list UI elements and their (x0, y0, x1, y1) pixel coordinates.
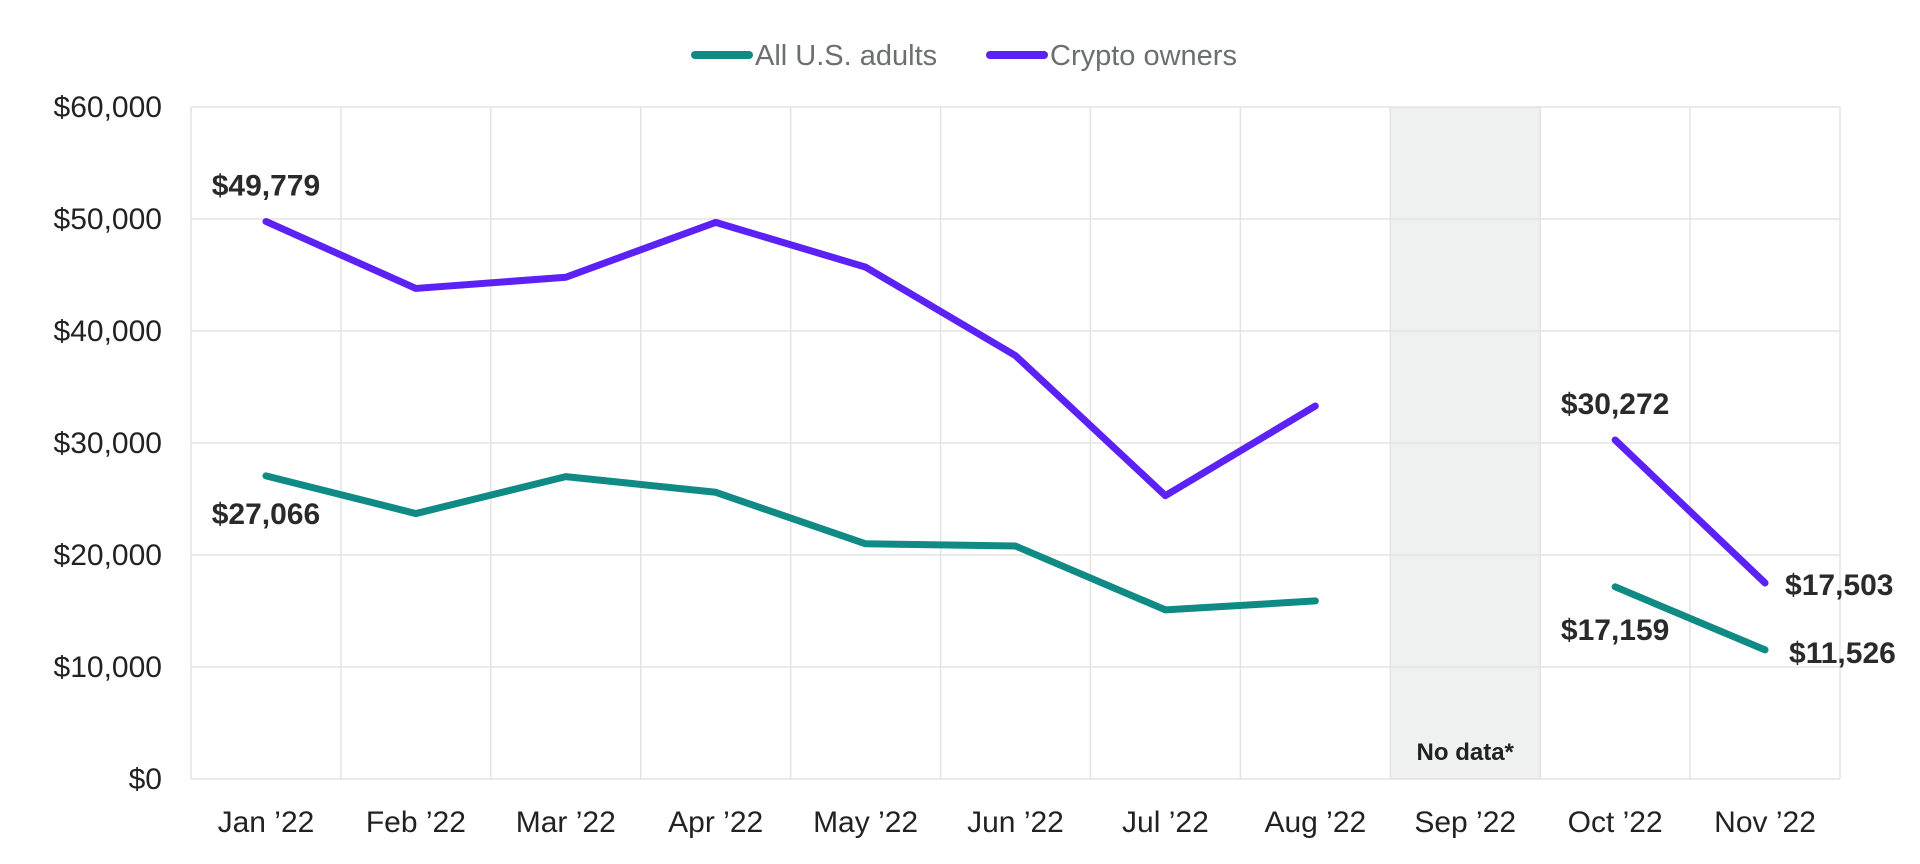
legend-label: All U.S. adults (755, 40, 937, 72)
x-tick-label: Nov ’22 (1714, 806, 1816, 839)
y-tick-label: $60,000 (54, 91, 162, 124)
y-tick-label: $30,000 (54, 427, 162, 460)
data-label: $17,503 (1785, 569, 1893, 602)
x-tick-label: Sep ’22 (1414, 806, 1516, 839)
legend-label: Crypto owners (1050, 40, 1237, 72)
x-tick-label: Jan ’22 (218, 806, 315, 839)
no-data-annotation: No data* (1417, 739, 1515, 766)
data-label: $11,526 (1789, 637, 1896, 670)
data-label: $17,159 (1561, 614, 1669, 647)
y-tick-label: $40,000 (54, 315, 162, 348)
data-label: $49,779 (212, 169, 320, 202)
y-tick-label: $20,000 (54, 539, 162, 572)
series-lines (262, 217, 1769, 654)
data-label: $30,272 (1561, 388, 1669, 421)
data-labels: $49,779 $27,066 $30,272 $17,159 $17,503 $11,5… (212, 169, 1896, 669)
x-tick-label: Jul ’22 (1122, 806, 1209, 839)
x-axis: Jan ’22 Feb ’22 Mar ’22 Apr ’22 May ’22 Jun ’… (218, 806, 1816, 839)
series-line (262, 472, 1319, 614)
y-tick-label: $10,000 (54, 651, 162, 684)
y-tick-label: $0 (129, 763, 162, 796)
legend: All U.S. adults Crypto owners (691, 40, 1237, 72)
x-tick-label: Jun ’22 (967, 806, 1064, 839)
y-tick-label: $50,000 (54, 203, 162, 236)
x-tick-label: May ’22 (813, 806, 918, 839)
y-axis: $0 $10,000 $20,000 $30,000 $40,000 $50,000 $60… (54, 91, 162, 796)
data-label: $27,066 (212, 498, 320, 531)
x-tick-label: Aug ’22 (1264, 806, 1366, 839)
x-tick-label: Feb ’22 (366, 806, 466, 839)
series-line (1611, 436, 1769, 587)
series-line (1611, 583, 1769, 654)
grid (190, 106, 1841, 780)
x-tick-label: Mar ’22 (516, 806, 616, 839)
x-tick-label: Apr ’22 (668, 806, 763, 839)
series-line (262, 217, 1319, 500)
x-tick-label: Oct ’22 (1568, 806, 1663, 839)
